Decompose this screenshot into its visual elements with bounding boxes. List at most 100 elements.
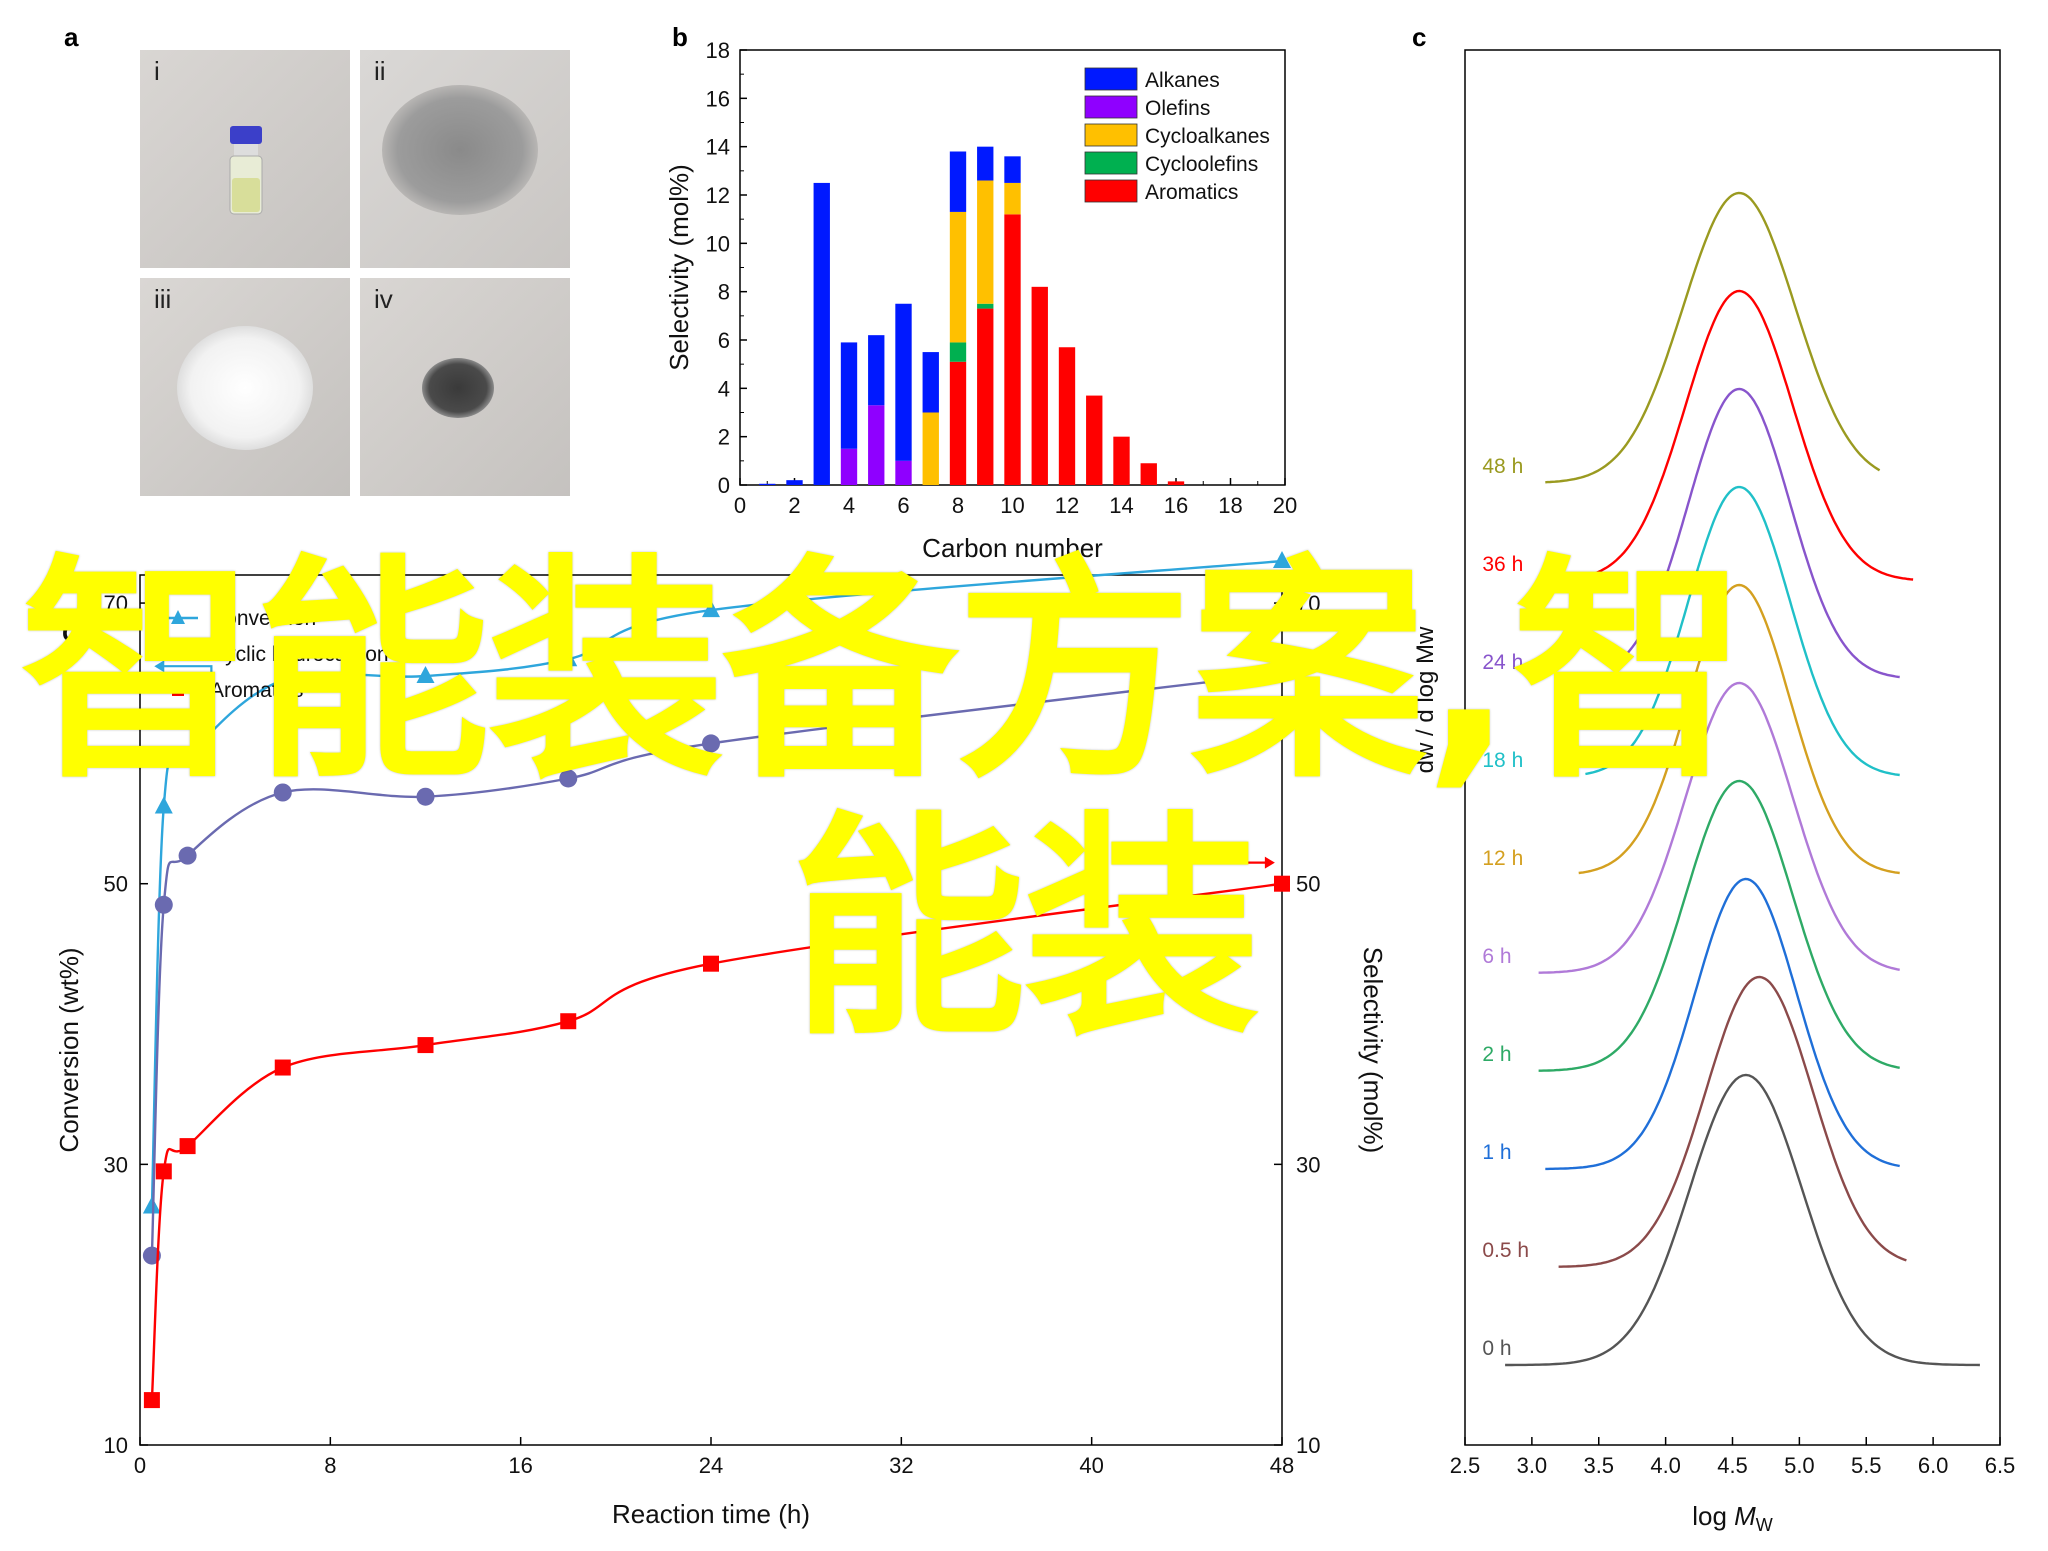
chart-b-bar-cycloalkanes-c7 xyxy=(922,412,939,485)
chart-d-point-circle-1 xyxy=(154,895,173,914)
chart-b-bar-alkanes-c2 xyxy=(786,480,803,485)
chart-d-ytick-label-right: 30 xyxy=(1296,1152,1320,1177)
chart-d-axis-arrowhead-left xyxy=(154,660,165,673)
chart-d-legend-label: Aromatics xyxy=(210,679,303,702)
chart-b-xtick-label: 6 xyxy=(897,493,909,518)
chart-d-legend-label: Conversion xyxy=(210,607,316,630)
dark-powder-image xyxy=(422,358,494,418)
chart-c-curve-2h xyxy=(1538,779,1900,1072)
vial-image xyxy=(229,126,263,215)
chart-b-bar-cycloolefins-c8 xyxy=(949,342,967,362)
chart-d-point-square-2 xyxy=(179,1138,196,1155)
chart-b-xtick-label: 14 xyxy=(1109,493,1133,518)
chart-d-ylabel-right: Selectivity (mol%) xyxy=(1358,947,1388,1154)
chart-b-bar-cycloolefins-c9 xyxy=(977,303,994,309)
chart-d-axis-arrow-left xyxy=(159,665,213,723)
chart-d-xtick-label: 32 xyxy=(889,1453,913,1478)
chart-d-point-circle-3 xyxy=(273,783,292,802)
chart-d-point-triangle-5 xyxy=(559,649,578,667)
chart-c-xtick-label: 4.0 xyxy=(1650,1453,1681,1478)
chart-c-series-label: 6 h xyxy=(1482,945,1511,968)
chart-b-legend-label: Aromatics xyxy=(1145,181,1238,204)
chart-c-xlabel-main: log xyxy=(1692,1501,1734,1531)
chart-b-legend-swatch xyxy=(1084,95,1138,119)
chart-b-xtick-label: 2 xyxy=(788,493,800,518)
chart-b-bar-olefins-c4 xyxy=(840,448,858,485)
chart-b-bar-aromatics-c9 xyxy=(977,308,994,485)
chart-d-xlabel: Reaction time (h) xyxy=(612,1499,810,1529)
chart-c-curve-24h xyxy=(1611,387,1900,679)
chart-c-series-label: 1 h xyxy=(1482,1141,1511,1164)
chart-c-series-label: 36 h xyxy=(1482,553,1523,576)
chart-b-bar-aromatics-c15 xyxy=(1140,463,1157,485)
chart-b-ytick-label: 0 xyxy=(718,473,730,498)
chart-b-bar-aromatics-c16 xyxy=(1167,481,1185,485)
chart-b-bar-cycloalkanes-c8 xyxy=(949,211,967,343)
chart-b-xtick-label: 8 xyxy=(952,493,964,518)
photo-iii: iii xyxy=(140,278,350,496)
chart-b-xtick-label: 10 xyxy=(1000,493,1024,518)
photo-label: i xyxy=(154,56,160,86)
chart-d-point-circle-2 xyxy=(178,846,197,865)
chart-d-point-triangle-0 xyxy=(142,1196,161,1214)
chart-b-bar-olefins-c6 xyxy=(895,460,912,485)
chart-c-curve-0-5h xyxy=(1558,975,1907,1268)
chart-b-xtick-label: 4 xyxy=(843,493,855,518)
chart-d-ytick-label-left: 50 xyxy=(104,872,128,897)
chart-d-ytick-label-right: 10 xyxy=(1296,1433,1320,1458)
chart-c-curve-36h xyxy=(1545,289,1914,582)
chart-b-ytick-label: 6 xyxy=(718,328,730,353)
photo-i: i xyxy=(140,50,350,268)
chart-b-bar-alkanes-c5 xyxy=(868,335,885,406)
chart-d-ytick-label-right: 70 xyxy=(1296,591,1320,616)
chart-d-ylabel-left: Conversion (wt%) xyxy=(54,947,84,1152)
chart-d-point-square-7 xyxy=(1274,875,1290,892)
chart-c-curve-0h xyxy=(1505,1073,1980,1367)
chart-b-legend-label: Alkanes xyxy=(1145,69,1220,92)
chart-b-legend-label: Cycloalkanes xyxy=(1145,125,1270,148)
chart-b-legend-swatch xyxy=(1084,67,1138,91)
chart-d-point-square-6 xyxy=(703,955,719,972)
chart-d-ytick-label-left: 30 xyxy=(104,1152,128,1177)
panel-c-letter: c xyxy=(1412,22,1427,52)
chart-b-xtick-label: 0 xyxy=(734,493,746,518)
chart-d-legend-marker xyxy=(171,647,185,661)
chart-d-xtick-label: 8 xyxy=(324,1453,336,1478)
chart-c-series-label: 0.5 h xyxy=(1482,1239,1529,1262)
chart-c-curve-48h xyxy=(1545,191,1881,484)
chart-d-point-triangle-2 xyxy=(178,747,197,765)
chart-c-series-label: 48 h xyxy=(1482,455,1523,478)
chart-c-series-label: 12 h xyxy=(1482,847,1523,870)
chart-c-xtick-label: 6.5 xyxy=(1985,1453,2016,1478)
chart-c-xlabel: log MW xyxy=(1692,1501,1773,1535)
chart-d-ytick-label-left: 70 xyxy=(104,591,128,616)
chart-d-xtick-label: 40 xyxy=(1079,1453,1103,1478)
chart-c-xtick-label: 2.5 xyxy=(1450,1453,1481,1478)
chart-b-bar-aromatics-c11 xyxy=(1031,286,1048,485)
chart-b-xtick-label: 12 xyxy=(1055,493,1079,518)
chart-d-point-square-4 xyxy=(417,1037,434,1054)
chart-d-ytick-label-left: 10 xyxy=(104,1433,128,1458)
chart-d-ytick-label-right: 50 xyxy=(1296,872,1320,897)
chart-b-xtick-label: 16 xyxy=(1164,493,1188,518)
chart-b-bar-alkanes-c1 xyxy=(759,483,776,485)
chart-b-ylabel: Selectivity (mol%) xyxy=(664,164,694,371)
chart-d-point-circle-4 xyxy=(416,787,435,806)
chart-b-ytick-label: 14 xyxy=(706,135,730,160)
chart-b-bar-alkanes-c10 xyxy=(1004,156,1021,183)
photo-iv: iv xyxy=(360,278,570,496)
chart-b-legend-label: Cycloolefins xyxy=(1145,153,1258,176)
chart-d-point-triangle-7 xyxy=(1273,550,1291,568)
chart-c-series-label: 0 h xyxy=(1482,1337,1511,1360)
panel-a-letter: a xyxy=(64,22,79,52)
chart-b-bar-aromatics-c14 xyxy=(1113,436,1130,485)
chart-c-series-label: 24 h xyxy=(1482,651,1523,674)
chart-c-frame xyxy=(1464,49,2001,1446)
chart-b-ytick-label: 2 xyxy=(718,425,730,450)
photo-ii: ii xyxy=(360,50,570,268)
chart-b-bar-alkanes-c4 xyxy=(840,342,858,449)
chart-d-legend-marker xyxy=(171,610,185,624)
chart-b-bar-aromatics-c10 xyxy=(1004,214,1021,486)
chart-c-curve-18h xyxy=(1585,485,1900,777)
